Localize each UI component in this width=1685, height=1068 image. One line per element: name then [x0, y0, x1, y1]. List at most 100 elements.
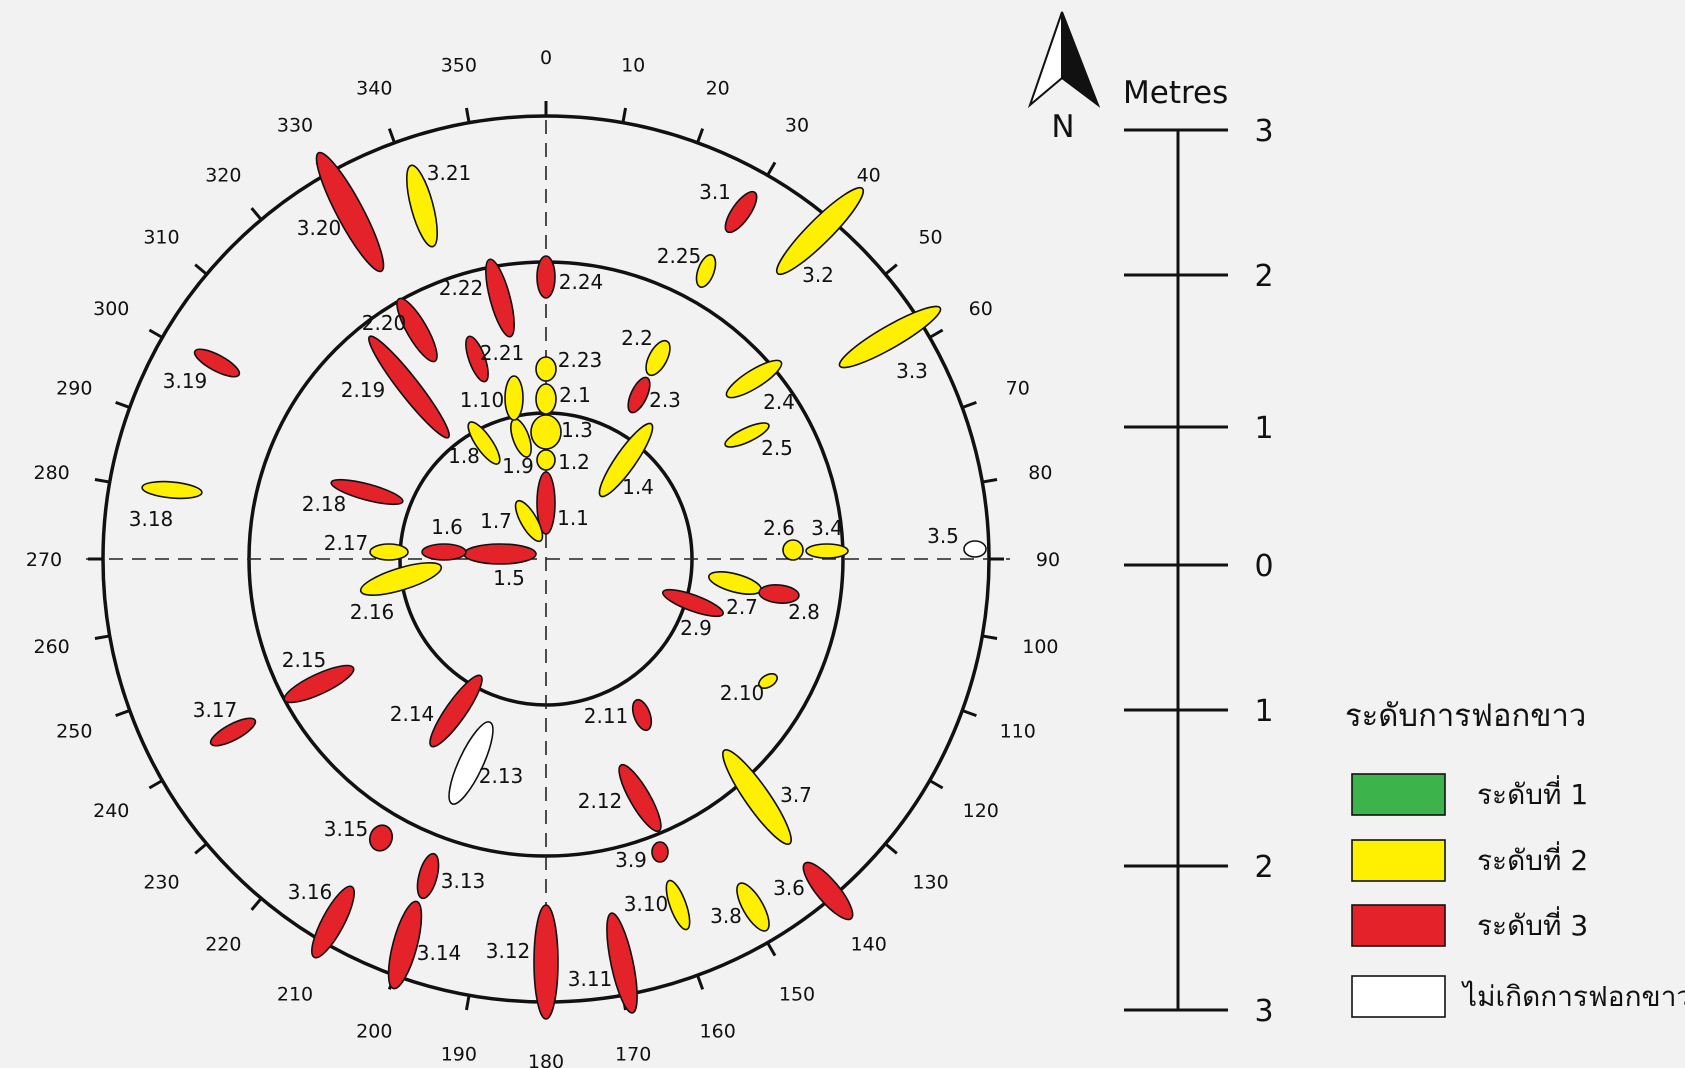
- scale-tick-label: 1: [1254, 411, 1273, 446]
- colony-label: 3.20: [297, 216, 342, 240]
- colony-3-7: [722, 749, 792, 845]
- colony-2-23: [535, 356, 557, 382]
- compass-tick: [884, 263, 898, 276]
- degree-label: 180: [528, 1051, 564, 1068]
- scale-tick-label: 3: [1254, 994, 1273, 1029]
- compass-degree-labels: 0 10 20 30 40 50 60 70 80 90 100 110 120 130 140 150 160…: [26, 47, 1060, 1068]
- legend-label: ระดับที่ 3: [1477, 906, 1588, 942]
- compass-tick: [148, 779, 164, 790]
- colony-3-18: [141, 480, 203, 500]
- compass-tick: [94, 477, 110, 484]
- legend-swatch-level-1: [1351, 773, 1446, 816]
- scale-tick-label: 3: [1254, 114, 1273, 149]
- compass-tick: [961, 709, 977, 718]
- colony-label: 1.3: [561, 418, 593, 442]
- colony-1-6: [421, 543, 467, 561]
- colony-2-21: [465, 335, 489, 383]
- compass-tick: [115, 709, 131, 718]
- compass-tick: [115, 400, 131, 409]
- compass-tick: [250, 207, 263, 221]
- north-arrow-icon: [1027, 11, 1101, 109]
- colony-labels: 1.1 1.2 1.3 1.4 1.5 1.6 1.7 1.8 1.9 1.10 2.1 2.2 2.3…: [129, 161, 959, 991]
- colony-label: 3.2: [802, 263, 834, 287]
- legend-swatch-level-2: [1351, 839, 1446, 882]
- colony-3-9: [651, 841, 669, 863]
- colony-2-6: [782, 539, 804, 561]
- colony-label: 1.7: [480, 509, 512, 533]
- colony-3-12: [533, 904, 559, 1020]
- degree-label: 330: [277, 114, 313, 136]
- legend-items: ระดับที่ 1 ระดับที่ 2 ระดับที่ 3 ไม่เกิดการ…: [1351, 773, 1685, 1018]
- colony-3-14: [387, 900, 423, 990]
- compass-tick: [148, 328, 164, 339]
- colony-label: 2.11: [584, 704, 629, 728]
- degree-label: 220: [205, 934, 241, 956]
- colony-label: 1.9: [502, 454, 534, 478]
- degree-label: 80: [1028, 462, 1052, 484]
- compass-tick: [250, 897, 263, 911]
- degree-label: 200: [356, 1021, 392, 1043]
- colony-label: 3.6: [773, 876, 805, 900]
- colony-label: 3.18: [129, 507, 174, 531]
- degree-label: 270: [26, 549, 62, 571]
- colony-label: 3.14: [417, 941, 462, 965]
- degree-label: 110: [1000, 721, 1036, 743]
- colony-2-10: [758, 672, 778, 690]
- colony-label: 2.22: [439, 276, 484, 300]
- compass-tick: [928, 328, 944, 339]
- colony-label: 1.8: [448, 444, 480, 468]
- colony-2-4: [725, 359, 783, 399]
- colony-1-2: [536, 449, 556, 471]
- colony-label: 2.7: [726, 595, 758, 619]
- legend-title: ระดับการฟอกขาว: [1345, 698, 1586, 734]
- colony-3-5: [963, 540, 987, 558]
- colony-3-11: [606, 912, 638, 1014]
- compass-tick: [94, 634, 110, 641]
- compass-tick: [621, 107, 628, 123]
- colony-2-15: [283, 664, 355, 704]
- degree-label: 0: [540, 47, 552, 69]
- legend-label: ระดับที่ 2: [1477, 841, 1588, 877]
- colony-label: 2.3: [649, 388, 681, 412]
- degree-label: 70: [1006, 377, 1030, 399]
- compass-tick: [884, 842, 898, 855]
- degree-label: 250: [56, 721, 92, 743]
- legend-label: ระดับที่ 1: [1477, 775, 1588, 811]
- colony-2-25: [695, 253, 717, 289]
- colony-label: 3.19: [163, 369, 208, 393]
- legend-swatch-level-3: [1351, 904, 1446, 947]
- colony-3-20: [315, 151, 385, 273]
- scale-tick-label: 1: [1254, 694, 1273, 729]
- compass-tick: [928, 779, 944, 790]
- degree-label: 170: [615, 1043, 651, 1065]
- scale-title: Metres: [1123, 75, 1228, 111]
- degree-label: 40: [857, 164, 881, 186]
- colony-3-1: [724, 190, 758, 234]
- colony-2-17: [369, 543, 409, 561]
- colony-1-8: [467, 421, 501, 465]
- colony-label: 2.15: [282, 648, 327, 672]
- compass-tick: [194, 263, 208, 276]
- colony-3-6: [802, 861, 854, 921]
- degree-label: 260: [33, 636, 69, 658]
- colony-label: 3.9: [615, 848, 647, 872]
- compass-tick: [387, 128, 396, 144]
- colony-label: 2.23: [558, 348, 603, 372]
- colony-label: 1.6: [431, 515, 463, 539]
- degree-label: 50: [918, 226, 942, 248]
- legend-swatch-level-0: [1351, 975, 1446, 1018]
- compass-tick: [982, 477, 998, 484]
- colony-label: 3.12: [486, 939, 531, 963]
- scale-tick-label: 2: [1254, 259, 1273, 294]
- degree-label: 30: [785, 114, 809, 136]
- colony-2-3: [627, 376, 651, 414]
- colony-label: 2.14: [390, 702, 435, 726]
- colony-label: 2.2: [621, 326, 653, 350]
- degree-label: 90: [1036, 549, 1060, 571]
- compass-tick: [464, 107, 471, 123]
- colony-label: 2.12: [578, 789, 623, 813]
- colony-label: 3.15: [324, 817, 369, 841]
- colony-3-10: [665, 879, 691, 931]
- degree-label: 150: [779, 984, 815, 1006]
